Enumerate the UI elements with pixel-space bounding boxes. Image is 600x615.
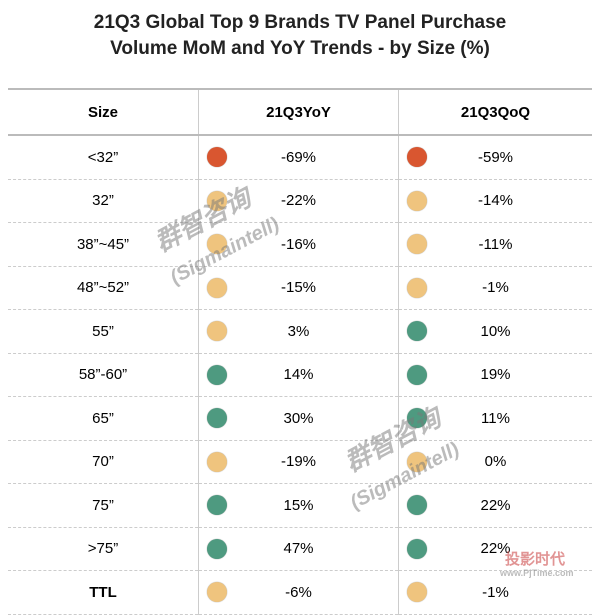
- status-dot: [407, 277, 427, 298]
- header-row: Size 21Q3YoY 21Q3QoQ: [8, 88, 592, 136]
- status-dot: [407, 364, 427, 385]
- value-cell: -15%: [198, 266, 399, 310]
- size-cell: 58”-60”: [8, 353, 199, 397]
- status-dot: [207, 321, 227, 342]
- value-text: -14%: [477, 192, 514, 210]
- status-dot: [207, 147, 227, 168]
- status-dot: [207, 451, 227, 472]
- status-dot: [207, 582, 227, 603]
- value-text: 14%: [283, 366, 314, 384]
- value-text: -59%: [477, 148, 514, 166]
- status-dot: [207, 408, 227, 429]
- row: <32” -69% -59%: [8, 135, 592, 180]
- value-cell: -59%: [398, 135, 592, 180]
- status-dot: [407, 538, 427, 559]
- value-cell: 11%: [398, 396, 592, 441]
- header-cell: 21Q3QoQ: [398, 88, 592, 136]
- status-dot: [407, 408, 427, 429]
- value-cell: 22%: [398, 527, 592, 571]
- value-text: 11%: [481, 409, 510, 427]
- value-text: -11%: [478, 235, 513, 253]
- page: 21Q3 Global Top 9 Brands TV Panel Purcha…: [8, 12, 592, 615]
- value-text: -15%: [280, 279, 317, 297]
- row: TTL -6% -1%: [8, 570, 592, 615]
- size-cell: TTL: [8, 570, 199, 615]
- status-dot: [207, 495, 227, 516]
- value-cell: -6%: [198, 570, 399, 615]
- status-dot: [407, 582, 427, 603]
- value-cell: -19%: [198, 440, 399, 484]
- value-cell: 19%: [398, 353, 592, 397]
- row: 65” 30% 11%: [8, 396, 592, 441]
- row: 70” -19% 0%: [8, 440, 592, 484]
- status-dot: [207, 364, 227, 385]
- value-text: -69%: [280, 148, 317, 166]
- size-cell: 65”: [8, 396, 199, 441]
- value-text: 10%: [480, 322, 511, 340]
- status-dot: [407, 190, 427, 211]
- value-cell: 3%: [198, 309, 399, 354]
- value-text: -1%: [482, 583, 509, 601]
- row: 58”-60” 14% 19%: [8, 353, 592, 397]
- value-cell: 0%: [398, 440, 592, 484]
- value-text: 47%: [283, 540, 314, 558]
- row: >75” 47% 22%: [8, 527, 592, 571]
- value-cell: -16%: [198, 222, 399, 267]
- row: 48”~52” -15% -1%: [8, 266, 592, 310]
- size-cell: <32”: [8, 135, 199, 180]
- value-text: 19%: [480, 366, 511, 384]
- size-cell: 70”: [8, 440, 199, 484]
- header-cell: 21Q3YoY: [198, 88, 399, 136]
- title-line: 21Q3 Global Top 9 Brands TV Panel Purcha…: [93, 12, 507, 33]
- value-cell: -11%: [398, 222, 592, 267]
- status-dot: [407, 321, 427, 342]
- value-text: 3%: [287, 322, 310, 340]
- value-cell: 10%: [398, 309, 592, 354]
- title-line: Volume MoM and YoY Trends - by Size (%): [110, 38, 490, 59]
- status-dot: [207, 234, 227, 255]
- size-cell: >75”: [8, 527, 199, 571]
- value-text: -1%: [482, 279, 509, 297]
- value-text: -6%: [285, 583, 312, 601]
- size-cell: 38”~45”: [8, 222, 199, 267]
- value-cell: -22%: [198, 179, 399, 223]
- value-cell: 22%: [398, 483, 592, 528]
- status-dot: [407, 451, 427, 472]
- value-text: 15%: [283, 496, 314, 514]
- size-cell: 75”: [8, 483, 199, 528]
- value-text: -16%: [280, 235, 317, 253]
- value-cell: -1%: [398, 570, 592, 615]
- row: 38”~45” -16% -11%: [8, 222, 592, 267]
- value-text: -22%: [280, 192, 317, 210]
- value-text: 30%: [283, 409, 314, 427]
- header-cell: Size: [8, 88, 199, 136]
- row: 75” 15% 22%: [8, 483, 592, 528]
- value-cell: 47%: [198, 527, 399, 571]
- value-text: 22%: [480, 496, 511, 514]
- size-cell: 48”~52”: [8, 266, 199, 310]
- status-dot: [207, 538, 227, 559]
- size-cell: 32”: [8, 179, 199, 223]
- value-text: -19%: [280, 453, 317, 471]
- row: 32” -22% -14%: [8, 179, 592, 223]
- value-cell: -14%: [398, 179, 592, 223]
- value-text: 22%: [480, 540, 511, 558]
- value-text: 0%: [484, 453, 507, 471]
- value-cell: 30%: [198, 396, 399, 441]
- table: Size 21Q3YoY 21Q3QoQ <32” -69% -59% 32” -22%…: [8, 88, 592, 615]
- status-dot: [407, 147, 427, 168]
- size-cell: 55”: [8, 309, 199, 354]
- value-cell: 14%: [198, 353, 399, 397]
- value-cell: -1%: [398, 266, 592, 310]
- status-dot: [207, 277, 227, 298]
- status-dot: [207, 190, 227, 211]
- status-dot: [407, 495, 427, 516]
- value-cell: -69%: [198, 135, 399, 180]
- row: 55” 3% 10%: [8, 309, 592, 354]
- status-dot: [407, 234, 427, 255]
- value-cell: 15%: [198, 483, 399, 528]
